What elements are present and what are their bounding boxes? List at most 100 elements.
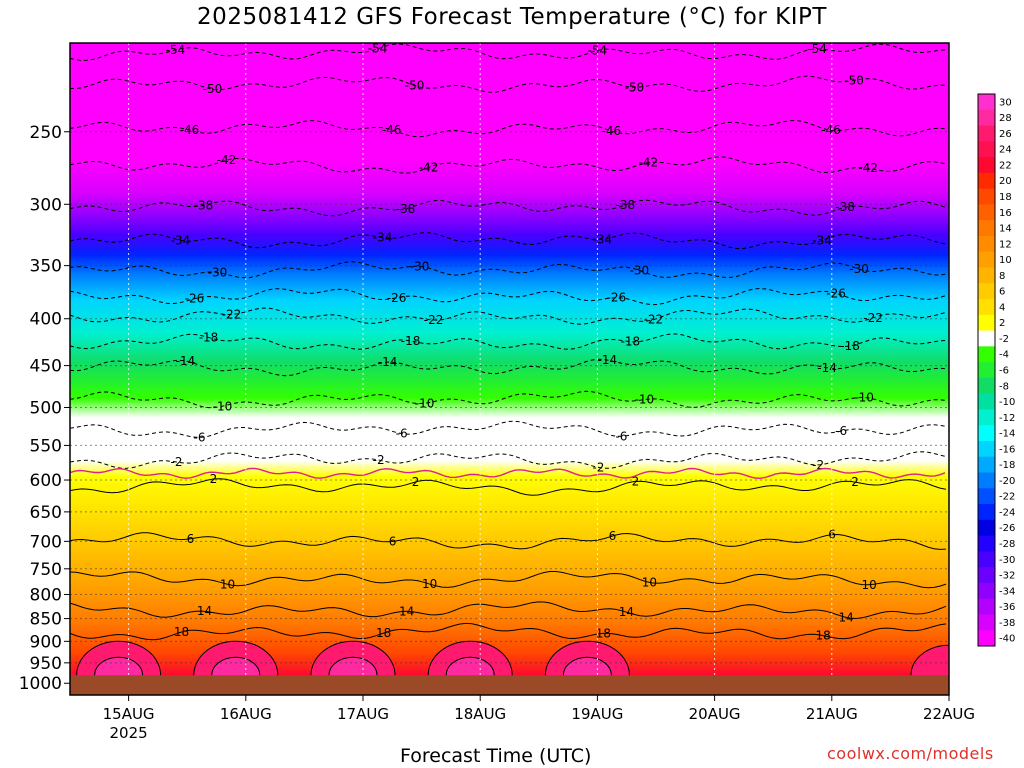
colorbar-swatch	[978, 567, 995, 584]
isotherm-label: -34	[812, 233, 832, 247]
isotherm-label: -26	[185, 292, 205, 306]
isotherm-label: -14	[598, 353, 618, 367]
isotherm-label: -26	[826, 286, 846, 300]
colorbar-label: 26	[999, 129, 1012, 140]
isotherm-label: -18	[621, 335, 641, 349]
isotherm-label: 6	[389, 534, 397, 548]
colorbar-swatch	[978, 220, 995, 237]
isotherm-label: -30	[630, 263, 650, 277]
isotherm-line	[70, 532, 947, 550]
isotherm-label: -10	[213, 399, 233, 413]
isotherm-label: -54	[368, 42, 388, 56]
isotherm-label: 2	[632, 474, 640, 488]
isotherm-label: 18	[596, 626, 611, 640]
colorbar-label: 12	[999, 239, 1012, 250]
credit-link[interactable]: coolwx.com/models	[827, 744, 994, 763]
x-tick-sublabel: 2025	[110, 724, 148, 742]
x-tick-label: 17AUG	[337, 705, 389, 723]
x-tick-label: 15AUG	[103, 705, 155, 723]
colorbar-swatch	[978, 188, 995, 205]
colorbar-swatch	[978, 204, 995, 221]
y-tick-label: 300	[30, 195, 62, 215]
isotherm-label: -34	[593, 232, 613, 246]
colorbar-swatch	[978, 125, 995, 142]
isotherm-label: -2	[812, 458, 824, 472]
colorbar-swatch	[978, 362, 995, 379]
colorbar-swatch	[978, 393, 995, 410]
isotherm-label: -2	[592, 460, 604, 474]
colorbar-label: -16	[999, 444, 1015, 455]
freezing-line-0c	[70, 467, 946, 480]
isotherm-line	[70, 601, 947, 620]
isotherm-label: -22	[863, 311, 883, 325]
isotherm-label: -6	[835, 424, 847, 438]
colorbar-swatch	[978, 551, 995, 568]
isotherm-label: -54	[807, 42, 827, 56]
colorbar-swatch	[978, 267, 995, 284]
isotherm-label: -22	[424, 313, 444, 327]
isotherm-label: -46	[602, 124, 622, 138]
y-tick-label: 1000	[19, 674, 62, 694]
colorbar-label: -28	[999, 539, 1015, 550]
isotherm-label: -10	[415, 396, 435, 410]
isotherm-label: -30	[849, 262, 869, 276]
colorbar-label: 8	[999, 271, 1005, 282]
y-tick-label: 600	[30, 471, 62, 491]
isotherm-line	[70, 571, 947, 589]
colorbar-swatch	[978, 630, 995, 647]
colorbar-swatch	[978, 582, 995, 600]
isotherm-label: 18	[815, 629, 830, 643]
isotherm-label: -46	[180, 123, 200, 137]
colorbar-label: -10	[999, 397, 1015, 408]
ground-surface	[70, 675, 949, 695]
isotherm-lines: -54 -54 -54 -54 -50 -50 -50 -50 -46 -46 -46 -46 -42 -…	[70, 42, 947, 643]
colorbar-label: -32	[999, 571, 1015, 582]
colorbar-label: -38	[999, 618, 1015, 629]
isotherm-line	[70, 261, 947, 279]
x-tick-label: 18AUG	[454, 705, 506, 723]
isotherm-label: 10	[220, 577, 235, 591]
isotherm-label: 14	[197, 604, 212, 618]
colorbar-label: 14	[999, 224, 1012, 235]
colorbar-label: -2	[999, 334, 1009, 345]
colorbar-swatch	[978, 299, 995, 316]
colorbar-swatch	[978, 314, 995, 332]
colorbar-label: -14	[999, 429, 1015, 440]
y-tick-label: 900	[30, 632, 62, 652]
x-tick-label: 21AUG	[806, 705, 858, 723]
isotherm-label: -22	[222, 308, 242, 322]
y-tick-label: 450	[30, 357, 62, 377]
colorbar-label: -30	[999, 555, 1015, 566]
isotherm-label: -18	[840, 339, 860, 353]
colorbar-swatch	[978, 535, 995, 552]
isotherm-label: -6	[396, 427, 408, 441]
colorbar-swatch	[978, 614, 995, 631]
isotherm-label: 10	[642, 576, 657, 590]
colorbar-swatch	[978, 157, 995, 174]
colorbar-label: 30	[999, 97, 1012, 108]
colorbar-swatch	[978, 598, 995, 615]
colorbar-swatch	[978, 440, 995, 458]
colorbar-swatch	[978, 472, 995, 489]
isotherm-label: -14	[378, 355, 398, 369]
colorbar-label: 16	[999, 208, 1012, 219]
isotherm-label: 6	[187, 532, 195, 546]
isotherm-label: 18	[174, 625, 189, 639]
colorbar-frame	[977, 93, 996, 647]
colorbar-label: -34	[999, 586, 1015, 597]
isotherm-label: -14	[176, 354, 196, 368]
colorbar-swatch	[978, 94, 995, 111]
isotherm-line	[70, 43, 947, 62]
isotherm-label: -38	[396, 202, 416, 216]
isotherm-label: 2	[210, 472, 218, 486]
isotherm-line	[70, 199, 947, 217]
isotherm-label: -18	[199, 331, 219, 345]
isotherm-label: -38	[835, 200, 855, 214]
isotherm-line	[70, 119, 947, 138]
colorbar-label: -26	[999, 523, 1015, 534]
isotherm-label: -18	[401, 334, 421, 348]
y-tick-label: 700	[30, 532, 62, 552]
isotherm-label: -6	[194, 430, 206, 444]
